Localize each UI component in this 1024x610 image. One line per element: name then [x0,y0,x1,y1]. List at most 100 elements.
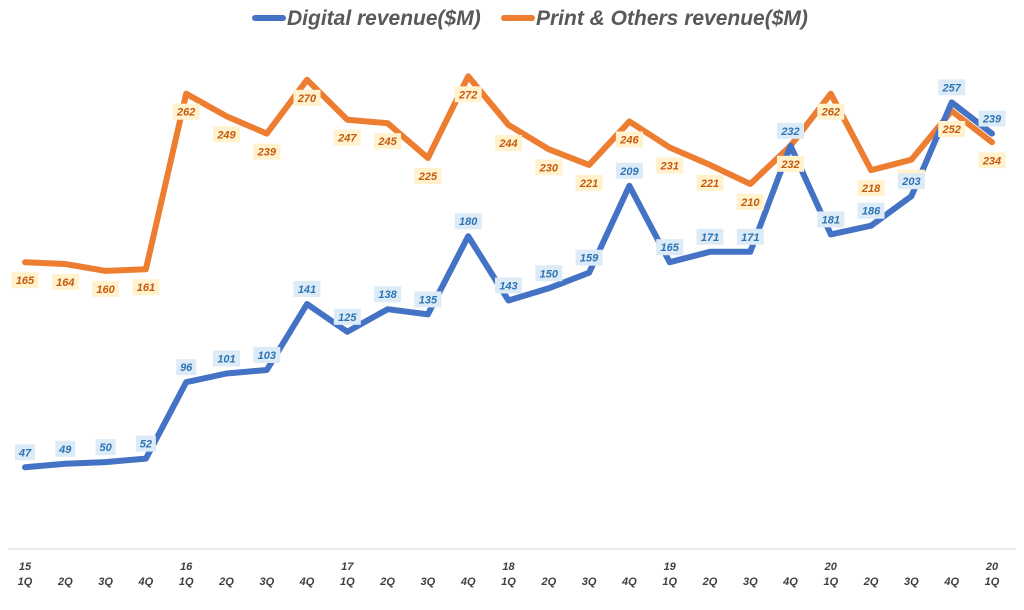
x-tick-quarter-0: 1Q [18,576,33,588]
data-label-text: 221 [579,178,598,190]
data-label-print-12: 244 [495,134,522,151]
data-label-box [656,157,684,174]
data-label-box [575,174,603,191]
data-label-text: 209 [619,166,639,178]
data-label-text: 249 [216,129,236,141]
data-label-box [454,86,482,103]
data-label-text: 247 [337,133,357,145]
data-labels: 165 164 160 161 262 249 239 270 247 245 225 272 244 2… [11,79,1006,461]
data-label-text: 210 [740,197,760,209]
data-label-digital-8: 125 [333,308,361,325]
data-label-digital-3: 52 [135,435,156,452]
data-label-text: 180 [459,216,478,228]
data-label-digital-13: 150 [535,265,563,282]
x-tick-quarter-17: 2Q [702,576,718,588]
data-label-text: 186 [862,206,881,218]
legend-item-print: Print & Others revenue($M) [501,7,808,30]
data-label-print-11: 272 [454,86,482,103]
x-tick-quarter-5: 2Q [218,576,234,588]
legend-label-digital: Digital revenue($M) [287,7,481,30]
data-label-text: 171 [701,232,719,244]
x-tick-year-24: 20 [985,561,999,573]
x-tick-quarter-24: 1Q [985,576,1000,588]
data-label-digital-16: 165 [656,239,684,256]
data-label-digital-17: 171 [696,228,724,245]
data-label-print-21: 218 [857,180,885,197]
data-label-box [51,274,79,290]
x-tick-quarter-6: 3Q [259,576,274,588]
legend-item-digital: Digital revenue($M) [252,7,481,30]
data-label-text: 221 [700,178,719,190]
data-label-box [777,122,804,139]
data-label-print-16: 231 [656,157,684,174]
data-label-box [253,347,281,363]
data-label-box [15,444,35,461]
data-label-digital-10: 135 [414,291,442,308]
data-label-text: 231 [660,161,679,173]
data-label-text: 252 [942,124,961,136]
data-label-box [938,79,966,96]
series-layer [22,73,995,471]
data-label-print-20: 262 [817,103,845,120]
data-label-digital-19: 232 [777,122,804,139]
data-label-digital-18: 171 [736,228,764,245]
data-label-box [374,286,402,303]
data-label-box [213,350,240,367]
x-tick-quarter-8: 1Q [340,576,355,588]
data-label-digital-23: 257 [938,79,966,96]
x-tick-year-16: 19 [664,561,677,573]
data-label-print-15: 246 [615,131,643,148]
x-tick-quarter-10: 3Q [421,576,436,588]
data-label-box [897,173,925,190]
x-tick-quarter-13: 2Q [540,576,556,588]
data-label-box [736,194,764,210]
data-label-text: 257 [942,82,962,94]
data-label-digital-24: 239 [978,110,1006,127]
data-label-box [817,211,845,228]
data-label-digital-6: 103 [253,347,281,363]
data-label-print-14: 221 [575,174,603,191]
data-label-print-7: 270 [293,89,321,106]
data-label-text: 143 [499,281,517,293]
data-label-print-23: 252 [938,121,966,137]
data-label-text: 262 [821,107,840,119]
data-label-box [333,129,361,146]
x-tick-year-20: 20 [824,561,838,573]
data-label-text: 270 [297,93,317,105]
data-label-print-18: 210 [736,194,764,210]
x-tick-quarter-9: 2Q [379,576,395,588]
data-label-digital-14: 159 [575,249,603,266]
data-label-box [253,143,281,160]
data-label-text: 160 [96,284,115,296]
data-label-box [978,152,1006,169]
data-label-text: 164 [56,277,74,289]
x-tick-quarter-4: 1Q [179,576,194,588]
data-label-print-10: 225 [414,168,442,184]
data-label-box [213,126,240,143]
data-label-digital-7: 141 [293,281,321,297]
x-axis-ticks: 15 1Q 2Q 3Q 4Q 16 1Q 2Q 3Q 4Q 17 1Q 2Q 3Q 4Q 18 1Q 2Q 3Q 4Q… [18,561,1000,588]
data-label-text: 96 [180,362,193,374]
data-label-digital-0: 47 [15,444,35,461]
data-label-box [132,279,160,296]
data-label-box [374,133,402,150]
data-label-box [696,228,724,245]
data-label-digital-4: 96 [176,359,197,376]
data-label-text: 125 [338,312,357,324]
data-label-text: 103 [258,350,276,362]
data-label-print-0: 165 [11,272,39,289]
data-label-box [857,180,885,197]
data-label-box [92,280,120,297]
data-label-text: 52 [140,439,152,451]
data-label-digital-5: 101 [213,350,240,367]
data-label-text: 47 [18,447,32,459]
data-label-digital-15: 209 [615,162,643,179]
data-label-text: 225 [418,171,438,183]
x-tick-year-12: 18 [502,561,515,573]
data-label-print-9: 245 [374,133,402,150]
data-label-box [938,121,966,137]
data-label-box [857,202,885,219]
x-tick-quarter-20: 1Q [823,576,838,588]
